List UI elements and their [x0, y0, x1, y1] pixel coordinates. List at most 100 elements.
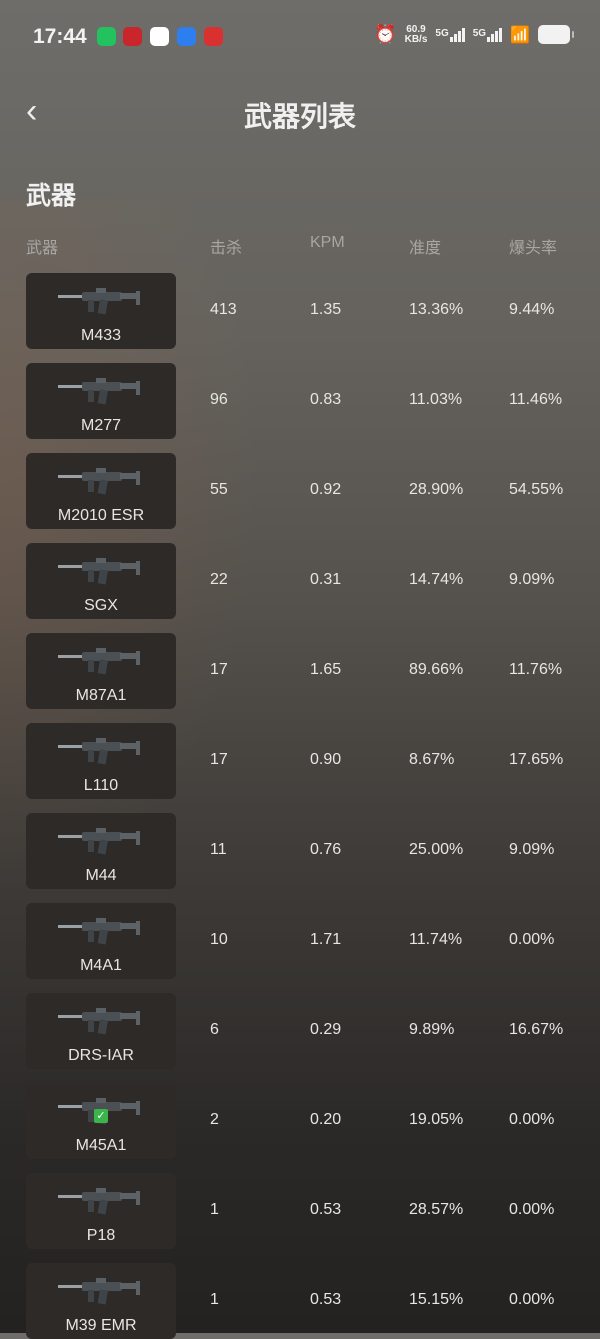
kills-value: 17 — [210, 751, 228, 768]
weapon-name: M2010 ESR — [57, 507, 145, 524]
kpm-value: 1.71 — [310, 931, 342, 948]
app-flower-icon — [204, 27, 223, 46]
weapon-card[interactable]: M39 EMR — [26, 1263, 176, 1339]
weapon-image — [56, 1275, 146, 1309]
weapon-name: M4A1 — [80, 957, 122, 974]
signal-icon: 5G — [435, 27, 465, 42]
column-header-weapon: 武器 — [26, 240, 59, 257]
weapon-name: DRS-IAR — [68, 1047, 134, 1064]
kills-value: 55 — [210, 481, 228, 498]
accuracy-value: 14.74% — [409, 571, 464, 588]
weapon-row[interactable]: P18 1 0.53 28.57% 0.00% — [0, 1173, 600, 1249]
kpm-value: 0.53 — [310, 1201, 342, 1218]
clock: 17:44 — [33, 25, 87, 48]
weapon-row[interactable]: M39 EMR 1 0.53 15.15% 0.00% — [0, 1263, 600, 1339]
kpm-value: 1.35 — [310, 301, 342, 318]
kpm-value: 0.31 — [310, 571, 342, 588]
weapon-name: P18 — [86, 1227, 116, 1244]
weapon-card[interactable]: SGX — [26, 543, 176, 619]
accuracy-value: 8.67% — [409, 751, 455, 768]
weapon-row[interactable]: M433 413 1.35 13.36% 9.44% — [0, 273, 600, 349]
accuracy-value: 11.03% — [409, 391, 463, 408]
accuracy-value: 28.90% — [409, 481, 464, 498]
kpm-value: 0.90 — [310, 751, 342, 768]
weapon-card[interactable]: M2010 ESR — [26, 453, 176, 529]
weapon-card[interactable]: M277 — [26, 363, 176, 439]
weapon-image — [56, 735, 146, 769]
battery-icon — [538, 25, 574, 44]
header: ‹ 武器列表 — [0, 90, 600, 132]
headshot-value: 9.44% — [509, 301, 555, 318]
kills-value: 10 — [210, 931, 228, 948]
headshot-value: 11.76% — [509, 661, 563, 678]
status-bar: 17:44 ⏰ 60.9 KB/s 5G 5G 📶 — [0, 0, 600, 74]
kpm-value: 0.20 — [310, 1111, 342, 1128]
weapon-row[interactable]: M277 96 0.83 11.03% 11.46% — [0, 363, 600, 439]
weapon-row[interactable]: L110 17 0.90 8.67% 17.65% — [0, 723, 600, 799]
weapon-image — [56, 1005, 146, 1039]
column-header-kpm: KPM — [310, 234, 345, 251]
weapon-row[interactable]: M87A1 17 1.65 89.66% 11.76% — [0, 633, 600, 709]
check-badge-icon: ✓ — [94, 1109, 108, 1123]
weapon-card[interactable]: M44 — [26, 813, 176, 889]
accuracy-value: 25.00% — [409, 841, 464, 858]
kpm-value: 0.53 — [310, 1291, 342, 1308]
weapon-image — [56, 465, 146, 499]
kills-value: 2 — [210, 1111, 219, 1128]
kills-value: 17 — [210, 661, 228, 678]
kpm-value: 0.83 — [310, 391, 342, 408]
kills-value: 22 — [210, 571, 228, 588]
headshot-value: 9.09% — [509, 841, 555, 858]
accuracy-value: 19.05% — [409, 1111, 464, 1128]
accuracy-value: 11.74% — [409, 931, 463, 948]
alarm-icon: ⏰ — [374, 24, 397, 44]
net-speed: 60.9 KB/s — [404, 23, 428, 45]
page-title: 武器列表 — [243, 101, 356, 132]
weapon-row[interactable]: SGX 22 0.31 14.74% 9.09% — [0, 543, 600, 619]
weapon-name: M433 — [80, 327, 122, 344]
kills-value: 1 — [210, 1201, 219, 1218]
kpm-value: 0.92 — [310, 481, 342, 498]
kills-value: 96 — [210, 391, 228, 408]
wifi-icon: 📶 — [510, 26, 530, 44]
weapon-row[interactable]: DRS-IAR 6 0.29 9.89% 16.67% — [0, 993, 600, 1069]
kills-value: 11 — [210, 841, 227, 858]
app-red-icon — [123, 27, 142, 46]
wechat-icon — [97, 27, 116, 46]
column-header-kills: 击杀 — [210, 240, 243, 257]
section-title: 武器 — [26, 182, 77, 210]
weapon-card[interactable]: L110 — [26, 723, 176, 799]
weapon-row[interactable]: M2010 ESR 55 0.92 28.90% 54.55% — [0, 453, 600, 529]
app-white-icon — [150, 27, 169, 46]
weapon-row[interactable]: M44 11 0.76 25.00% 9.09% — [0, 813, 600, 889]
accuracy-value: 15.15% — [409, 1291, 464, 1308]
chevron-left-icon[interactable]: ‹ — [26, 92, 38, 130]
weapon-card[interactable]: P18 — [26, 1173, 176, 1249]
weapon-card[interactable]: M4A1 — [26, 903, 176, 979]
weapon-card[interactable]: M87A1 — [26, 633, 176, 709]
accuracy-value: 13.36% — [409, 301, 464, 318]
accuracy-value: 89.66% — [409, 661, 464, 678]
weapon-name: SGX — [84, 597, 118, 614]
column-header-accuracy: 准度 — [409, 240, 442, 257]
headshot-value: 0.00% — [509, 1201, 555, 1218]
weapon-image — [56, 285, 146, 319]
weapon-card[interactable]: DRS-IAR — [26, 993, 176, 1069]
headshot-value: 54.55% — [509, 481, 564, 498]
weapon-card[interactable]: M433 — [26, 273, 176, 349]
accuracy-value: 28.57% — [409, 1201, 464, 1218]
kpm-value: 0.76 — [310, 841, 342, 858]
weapon-row[interactable]: ✓ M45A1 2 0.20 19.05% 0.00% — [0, 1083, 600, 1159]
weapon-name: M44 — [85, 867, 117, 884]
headshot-value: 16.67% — [509, 1021, 564, 1038]
headshot-value: 0.00% — [509, 931, 555, 948]
kills-value: 413 — [210, 301, 237, 318]
headshot-value: 0.00% — [509, 1291, 555, 1308]
weapon-name: L110 — [83, 777, 119, 794]
weapon-name: M277 — [80, 417, 122, 434]
weapon-card[interactable]: ✓ M45A1 — [26, 1083, 176, 1159]
kpm-value: 0.29 — [310, 1021, 342, 1038]
headshot-value: 0.00% — [509, 1111, 555, 1128]
weapon-row[interactable]: M4A1 10 1.71 11.74% 0.00% — [0, 903, 600, 979]
headshot-value: 11.46% — [509, 391, 563, 408]
